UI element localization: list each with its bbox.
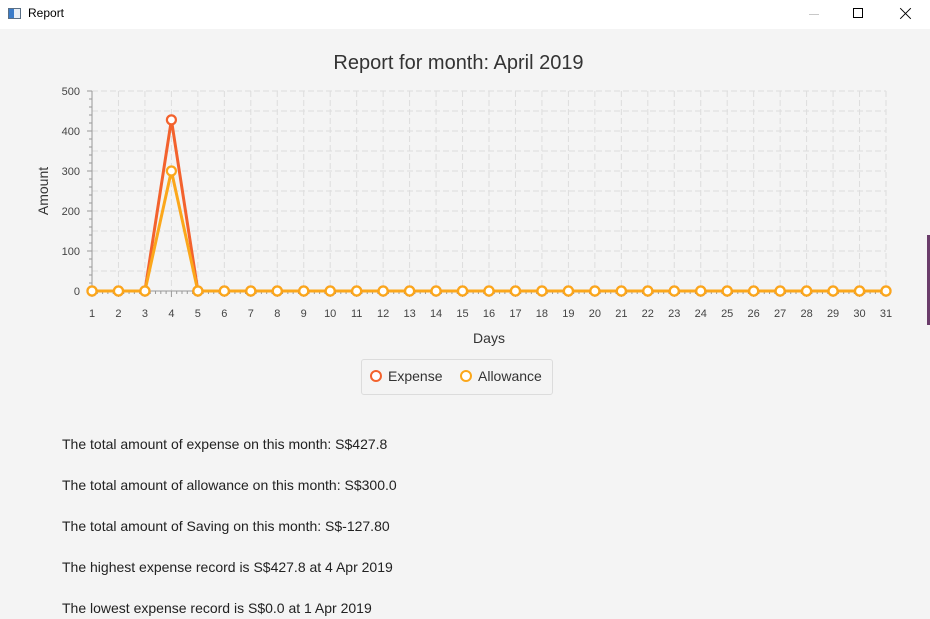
summary-lowest-expense: The lowest expense record is S$0.0 at 1 …	[62, 600, 372, 616]
y-tick-label: 400	[62, 126, 80, 138]
x-tick-label: 22	[642, 308, 654, 320]
x-tick-label: 25	[721, 308, 733, 320]
x-tick-label: 17	[509, 308, 521, 320]
x-tick-label: 30	[853, 308, 865, 320]
x-tick-label: 2	[115, 308, 121, 320]
data-point-allowance	[589, 285, 601, 297]
x-tick-label: 5	[195, 308, 201, 320]
x-tick-label: 27	[774, 308, 786, 320]
x-tick-label: 20	[589, 308, 601, 320]
x-tick-label: 29	[827, 308, 839, 320]
data-point-expense	[165, 114, 177, 126]
data-point-allowance	[245, 285, 257, 297]
y-tick-label: 500	[62, 86, 80, 98]
x-tick-label: 4	[168, 308, 174, 320]
data-point-allowance	[562, 285, 575, 297]
data-point-allowance	[615, 285, 627, 297]
x-tick-label: 8	[274, 308, 280, 320]
data-point-allowance	[456, 285, 469, 297]
data-point-allowance	[668, 285, 680, 297]
data-point-allowance	[748, 285, 760, 297]
x-tick-label: 6	[221, 308, 227, 320]
x-tick-label: 31	[880, 308, 892, 320]
x-tick-label: 7	[248, 308, 254, 320]
maximize-icon	[853, 8, 863, 18]
data-point-allowance	[271, 285, 283, 297]
data-point-allowance	[112, 285, 125, 297]
x-tick-label: 10	[324, 308, 336, 320]
data-point-allowance	[827, 285, 839, 297]
x-tick-label: 9	[301, 308, 307, 320]
data-point-allowance	[165, 165, 177, 177]
y-tick-label: 0	[74, 286, 80, 298]
summary-highest-expense: The highest expense record is S$427.8 at…	[62, 559, 393, 575]
x-tick-label: 3	[142, 308, 148, 320]
data-point-allowance	[351, 285, 363, 297]
app-window-icon	[8, 8, 21, 19]
maximize-button[interactable]	[836, 0, 882, 29]
y-tick-label: 300	[62, 166, 80, 178]
data-point-allowance	[404, 285, 416, 297]
chart-title: Report for month: April 2019	[333, 52, 584, 74]
data-point-allowance	[695, 285, 707, 297]
x-tick-label: 1	[89, 308, 95, 320]
x-tick-label: 15	[456, 308, 468, 320]
y-tick-label: 200	[62, 206, 80, 218]
data-point-allowance	[880, 285, 892, 297]
x-tick-label: 23	[668, 308, 680, 320]
x-axis-label: Days	[473, 330, 505, 346]
data-point-allowance	[509, 285, 522, 297]
data-point-allowance	[298, 285, 310, 297]
data-point-allowance	[853, 285, 866, 297]
data-point-allowance	[483, 285, 495, 297]
window-title: Report	[28, 6, 65, 20]
minimize-icon	[809, 14, 819, 15]
minimize-button[interactable]	[792, 0, 838, 29]
legend-marker-expense	[370, 370, 382, 382]
x-tick-label: 16	[483, 308, 495, 320]
title-bar[interactable]: Report	[0, 0, 930, 29]
chart-legend: Expense Allowance	[361, 359, 553, 395]
x-tick-label: 19	[562, 308, 574, 320]
x-tick-label: 11	[351, 308, 362, 320]
legend-marker-allowance	[460, 370, 472, 382]
x-tick-label: 24	[695, 308, 707, 320]
data-point-allowance	[774, 285, 786, 297]
data-point-allowance	[536, 285, 548, 297]
window-edge-decoration	[927, 235, 930, 325]
legend-label-allowance: Allowance	[478, 368, 542, 384]
data-point-allowance	[192, 285, 204, 297]
legend-item-allowance: Allowance	[460, 368, 542, 384]
data-point-allowance	[139, 285, 151, 297]
data-point-allowance	[218, 285, 230, 297]
data-point-allowance	[324, 285, 336, 297]
x-tick-label: 28	[800, 308, 812, 320]
data-point-allowance	[800, 285, 813, 297]
summary-total-expense: The total amount of expense on this mont…	[62, 436, 388, 452]
data-point-allowance	[377, 285, 389, 297]
y-axis-label: Amount	[35, 167, 51, 215]
x-tick-label: 21	[615, 308, 627, 320]
legend-item-expense: Expense	[370, 368, 442, 384]
x-tick-label: 26	[748, 308, 760, 320]
x-tick-label: 13	[403, 308, 415, 320]
legend-label-expense: Expense	[388, 368, 443, 384]
data-point-allowance	[430, 285, 442, 297]
data-point-allowance	[721, 285, 733, 297]
x-tick-label: 18	[536, 308, 548, 320]
summary-total-allowance: The total amount of allowance on this mo…	[62, 477, 397, 493]
x-tick-label: 14	[430, 308, 442, 320]
x-tick-label: 12	[377, 308, 389, 320]
summary-total-saving: The total amount of Saving on this month…	[62, 518, 390, 534]
data-point-allowance	[642, 285, 654, 297]
data-point-allowance	[86, 285, 98, 297]
y-tick-label: 100	[62, 246, 80, 258]
